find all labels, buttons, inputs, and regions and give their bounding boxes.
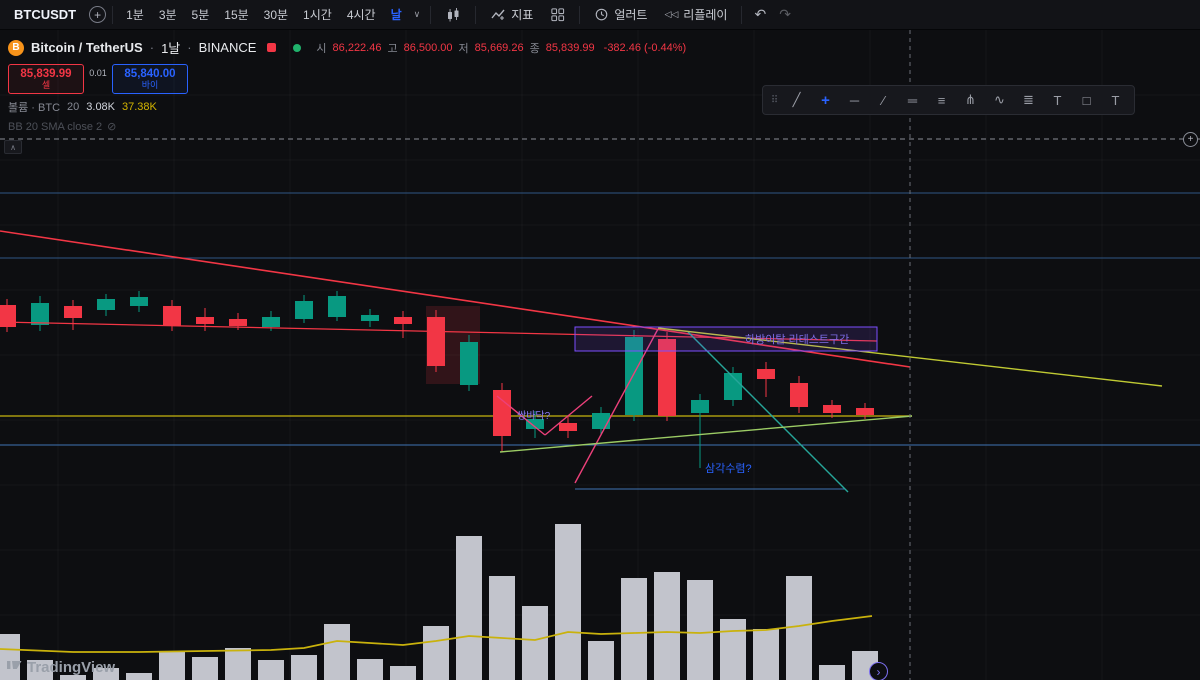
legend-collapse-button[interactable]: ∧: [4, 140, 22, 154]
candlestick-icon: [445, 7, 461, 23]
symbol-label: BTCUSDT: [14, 7, 77, 22]
timeframe-4h[interactable]: 4시간: [340, 3, 383, 27]
chart-legend: B Bitcoin / TetherUS · 1날 · BINANCE 시 86,…: [8, 38, 686, 57]
watermark-text: TradingView: [27, 658, 116, 676]
go-to-realtime-icon[interactable]: ›: [869, 662, 888, 680]
change-value: -382.46 (-0.44%): [603, 41, 687, 54]
alert-button[interactable]: 얼러트: [586, 3, 655, 27]
volume-ma-value: 37.38K: [122, 101, 157, 113]
legend-interval[interactable]: 1날: [161, 41, 181, 56]
buy-button[interactable]: 85,840.00 바이: [112, 64, 188, 94]
timeframe-dropdown-icon[interactable]: ∨: [410, 3, 425, 27]
symbol-search-button[interactable]: BTCUSDT: [8, 3, 84, 27]
double-bottom-label[interactable]: 쌍바닥?: [517, 411, 551, 422]
toolbar-separator: [475, 5, 477, 24]
layout-grid-icon: [550, 7, 565, 22]
text-tool-icon[interactable]: T: [1053, 92, 1062, 108]
buy-price: 85,840.00: [124, 67, 176, 80]
legend-separator: ·: [149, 40, 155, 55]
redo-icon[interactable]: ↷: [773, 3, 797, 27]
bitcoin-logo-icon: B: [8, 39, 24, 56]
tradingview-watermark[interactable]: TradingView: [6, 656, 115, 678]
timeframe-30m[interactable]: 30분: [257, 3, 295, 27]
legend-separator: ·: [187, 40, 192, 55]
trend-line-icon[interactable]: ╱: [792, 92, 801, 107]
timeframe-15m[interactable]: 15분: [217, 3, 255, 27]
toolbar-separator: [579, 5, 581, 24]
layout-button[interactable]: [542, 3, 573, 27]
volume-value: 3.08K: [86, 101, 116, 113]
high-label: 고: [387, 42, 398, 55]
timeframe-1h[interactable]: 1시간: [296, 3, 339, 27]
legend-exchange: BINANCE: [198, 40, 257, 55]
trend-ray-icon[interactable]: ∕: [882, 92, 885, 108]
buy-label: 바이: [141, 79, 159, 90]
volume-label: 볼륨 · BTC: [8, 102, 61, 114]
replay-icon: ◁◁: [664, 9, 679, 19]
indicators-label: 지표: [511, 8, 534, 22]
sell-button[interactable]: 85,839.99 셀: [8, 64, 84, 94]
timeframe-1d-active[interactable]: 날: [384, 3, 409, 27]
crosshair-icon[interactable]: +: [821, 91, 830, 109]
add-alert-plus-icon[interactable]: +: [1183, 132, 1198, 147]
bb-indicator-legend[interactable]: BB 20 SMA close 2 ⊘: [8, 120, 117, 134]
sell-price: 85,839.99: [20, 67, 72, 80]
flag-icon[interactable]: [267, 43, 277, 52]
volume-legend[interactable]: 볼륨 · BTC 20 3.08K 37.38K: [8, 99, 157, 115]
close-value: 85,839.99: [545, 41, 595, 54]
close-label: 종: [529, 42, 540, 55]
toolbar-separator: [112, 5, 114, 24]
tradingview-logo-icon: [6, 656, 23, 678]
retest-zone-label[interactable]: 하방이탈 리테스트구간: [745, 334, 850, 346]
zigzag-icon[interactable]: ∿: [994, 92, 1005, 107]
ohlc-values: 시 86,222.46 고 86,500.00 저 85,669.26 종 85,839…: [316, 40, 594, 56]
market-status-icon[interactable]: [293, 43, 302, 52]
timeframe-3m[interactable]: 3분: [152, 3, 184, 27]
parallel-channel-icon[interactable]: ═: [907, 92, 918, 108]
timeframe-1m[interactable]: 1분: [119, 3, 151, 27]
indicators-icon: [490, 7, 506, 23]
chart-style-button[interactable]: [437, 3, 469, 27]
eye-off-icon[interactable]: ⊘: [107, 121, 117, 133]
drag-handle-icon[interactable]: ⠿: [770, 94, 779, 106]
alert-clock-icon: [594, 7, 609, 22]
horizontal-line-icon[interactable]: ─: [849, 92, 860, 108]
bb-label: BB 20 SMA close 2: [8, 120, 103, 133]
fib-retracement-icon[interactable]: ≣: [1023, 92, 1034, 107]
pitchfork-icon[interactable]: ⋔: [965, 92, 976, 107]
sell-label: 셀: [41, 79, 51, 90]
high-value: 86,500.00: [403, 41, 453, 54]
triangle-convergence-label[interactable]: 삼각수렴?: [705, 463, 752, 475]
anchored-text-icon[interactable]: T: [1111, 92, 1120, 108]
low-value: 85,669.26: [474, 41, 524, 54]
alert-label: 얼러트: [614, 8, 648, 22]
toolbar-separator: [741, 5, 743, 24]
replay-label: 리플레이: [683, 8, 728, 22]
top-toolbar: BTCUSDT + 1분 3분 5분 15분 30분 1시간 4시간 날 ∨ 지…: [0, 0, 1200, 30]
indicators-button[interactable]: 지표: [482, 3, 541, 27]
replay-button[interactable]: ◁◁ 리플레이: [656, 3, 735, 27]
open-value: 86,222.46: [332, 41, 382, 54]
undo-icon[interactable]: ↶: [748, 3, 772, 27]
volume-ma-length: 20: [67, 101, 80, 113]
compare-add-icon[interactable]: +: [89, 6, 107, 23]
rectangle-tool-icon[interactable]: □: [1082, 92, 1091, 108]
timeframe-5m[interactable]: 5분: [185, 3, 217, 27]
low-label: 저: [458, 42, 469, 55]
spread-value: 0.01: [89, 68, 107, 78]
extended-line-icon[interactable]: ≡: [937, 92, 946, 108]
open-label: 시: [316, 42, 327, 55]
symbol-title[interactable]: Bitcoin / TetherUS: [31, 40, 143, 55]
chevron-up-icon: ∧: [10, 142, 16, 152]
trade-widget: 85,839.99 셀 0.01 85,840.00 바이: [8, 64, 188, 94]
chart-area: B Bitcoin / TetherUS · 1날 · BINANCE 시 86,…: [0, 30, 1200, 680]
toolbar-separator: [430, 5, 432, 24]
floating-drawing-toolbar: ⠿ ╱ + ─ ∕ ═ ≡ ⋔ ∿ ≣ T □ T: [762, 85, 1135, 115]
